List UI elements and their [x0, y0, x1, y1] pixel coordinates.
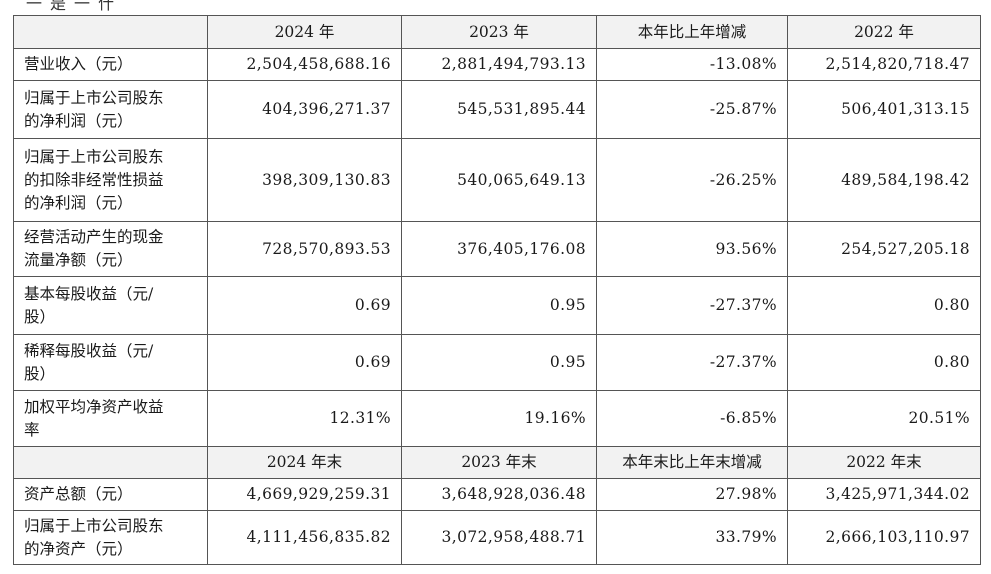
- cell-value: 3,072,958,488.71: [401, 510, 597, 565]
- cell-value: 0.69: [207, 334, 402, 391]
- table-row: 经营活动产生的现金 流量净额（元） 728,570,893.53 376,405…: [13, 221, 981, 277]
- header-2023: 2023 年: [401, 15, 597, 49]
- row-label-revenue: 营业收入（元）: [13, 48, 208, 81]
- cell-value: 3,425,971,344.02: [787, 478, 981, 511]
- cell-value: 2,666,103,110.97: [787, 510, 981, 565]
- table-row: 归属于上市公司股东 的扣除非经常性损益 的净利润（元） 398,309,130.…: [13, 138, 981, 222]
- cell-value: 0.95: [401, 334, 597, 391]
- cell-value: 254,527,205.18: [787, 221, 981, 277]
- financial-summary-table: 2024 年 2023 年 本年比上年增减 2022 年 营业收入（元） 2,5…: [13, 15, 981, 565]
- row-label-total-assets: 资产总额（元）: [13, 478, 208, 511]
- row-label-diluted-eps: 稀释每股收益（元/ 股）: [13, 334, 208, 391]
- label-line: 归属于上市公司股东: [24, 516, 164, 535]
- label-line: 率: [24, 420, 40, 439]
- header-2022: 2022 年: [787, 15, 981, 49]
- cell-value: 506,401,313.15: [787, 80, 981, 139]
- label-line: 流量净额（元）: [24, 251, 133, 269]
- cell-value: 398,309,130.83: [207, 138, 402, 222]
- cell-value: -25.87%: [596, 80, 788, 139]
- table-row: 基本每股收益（元/ 股） 0.69 0.95 -27.37% 0.80: [13, 276, 981, 335]
- header-row-year-end: 2024 年末 2023 年末 本年末比上年末增减 2022 年末: [13, 446, 981, 479]
- cell-value: 2,504,458,688.16: [207, 48, 402, 81]
- table-row: 稀释每股收益（元/ 股） 0.69 0.95 -27.37% 0.80: [13, 334, 981, 391]
- cell-value: 2,514,820,718.47: [787, 48, 981, 81]
- header-yoy-change-end: 本年末比上年末增减: [596, 446, 788, 479]
- label-line: 归属于上市公司股东: [24, 147, 164, 166]
- cell-value: 2,881,494,793.13: [401, 48, 597, 81]
- label-line: 基本每股收益（元/: [24, 284, 154, 303]
- header-2022-end: 2022 年末: [787, 446, 981, 479]
- cell-value: 27.98%: [596, 478, 788, 511]
- cell-value: 20.51%: [787, 390, 981, 447]
- header-2024-end: 2024 年末: [207, 446, 402, 479]
- cell-value: 93.56%: [596, 221, 788, 277]
- label-line: 归属于上市公司股东: [24, 88, 164, 107]
- row-label-net-profit: 归属于上市公司股东 的净利润（元）: [13, 80, 208, 139]
- cell-value: 540,065,649.13: [401, 138, 597, 222]
- cell-value: 3,648,928,036.48: [401, 478, 597, 511]
- cell-value: -13.08%: [596, 48, 788, 81]
- row-label-net-profit-deducted: 归属于上市公司股东 的扣除非经常性损益 的净利润（元）: [13, 138, 208, 222]
- label-line: 加权平均净资产收益: [24, 397, 164, 416]
- header-corner-cell: [13, 446, 208, 479]
- cell-value: 376,405,176.08: [401, 221, 597, 277]
- cell-value: -26.25%: [596, 138, 788, 222]
- cell-value: -27.37%: [596, 334, 788, 391]
- table-row: 营业收入（元） 2,504,458,688.16 2,881,494,793.1…: [13, 48, 981, 81]
- label-line: 股）: [24, 364, 56, 383]
- cell-value: 545,531,895.44: [401, 80, 597, 139]
- cell-value: 728,570,893.53: [207, 221, 402, 277]
- cell-value: 0.95: [401, 276, 597, 335]
- header-2023-end: 2023 年末: [401, 446, 597, 479]
- header-corner-cell: [13, 15, 208, 49]
- table-row: 加权平均净资产收益 率 12.31% 19.16% -6.85% 20.51%: [13, 390, 981, 447]
- header-2024: 2024 年: [207, 15, 402, 49]
- label-line: 的净资产（元）: [24, 539, 133, 558]
- row-label-weighted-roe: 加权平均净资产收益 率: [13, 390, 208, 447]
- table-row: 资产总额（元） 4,669,929,259.31 3,648,928,036.4…: [13, 478, 981, 511]
- cell-value: 489,584,198.42: [787, 138, 981, 222]
- row-label-basic-eps: 基本每股收益（元/ 股）: [13, 276, 208, 335]
- label-line: 的净利润（元）: [24, 193, 133, 212]
- cell-value: -27.37%: [596, 276, 788, 335]
- table-row: 归属于上市公司股东 的净利润（元） 404,396,271.37 545,531…: [13, 80, 981, 139]
- cell-value: 0.80: [787, 334, 981, 391]
- label-line: 的净利润（元）: [24, 111, 133, 130]
- cell-value: 33.79%: [596, 510, 788, 565]
- cell-value: -6.85%: [596, 390, 788, 447]
- table-row: 归属于上市公司股东 的净资产（元） 4,111,456,835.82 3,072…: [13, 510, 981, 565]
- cell-value: 12.31%: [207, 390, 402, 447]
- cell-value: 4,111,456,835.82: [207, 510, 402, 565]
- label-line: 的扣除非经常性损益: [24, 170, 164, 189]
- top-cut-text: 一是一什: [26, 0, 123, 13]
- label-line: 稀释每股收益（元/: [24, 341, 154, 360]
- label-line: 股）: [24, 307, 56, 326]
- row-label-operating-cash-flow: 经营活动产生的现金 流量净额（元）: [13, 221, 208, 277]
- header-yoy-change: 本年比上年增减: [596, 15, 788, 49]
- cell-value: 19.16%: [401, 390, 597, 447]
- cell-value: 404,396,271.37: [207, 80, 402, 139]
- cell-value: 0.80: [787, 276, 981, 335]
- row-label-net-assets: 归属于上市公司股东 的净资产（元）: [13, 510, 208, 565]
- label-line: 经营活动产生的现金: [24, 228, 164, 246]
- header-row-annual: 2024 年 2023 年 本年比上年增减 2022 年: [13, 15, 981, 49]
- cell-value: 0.69: [207, 276, 402, 335]
- cell-value: 4,669,929,259.31: [207, 478, 402, 511]
